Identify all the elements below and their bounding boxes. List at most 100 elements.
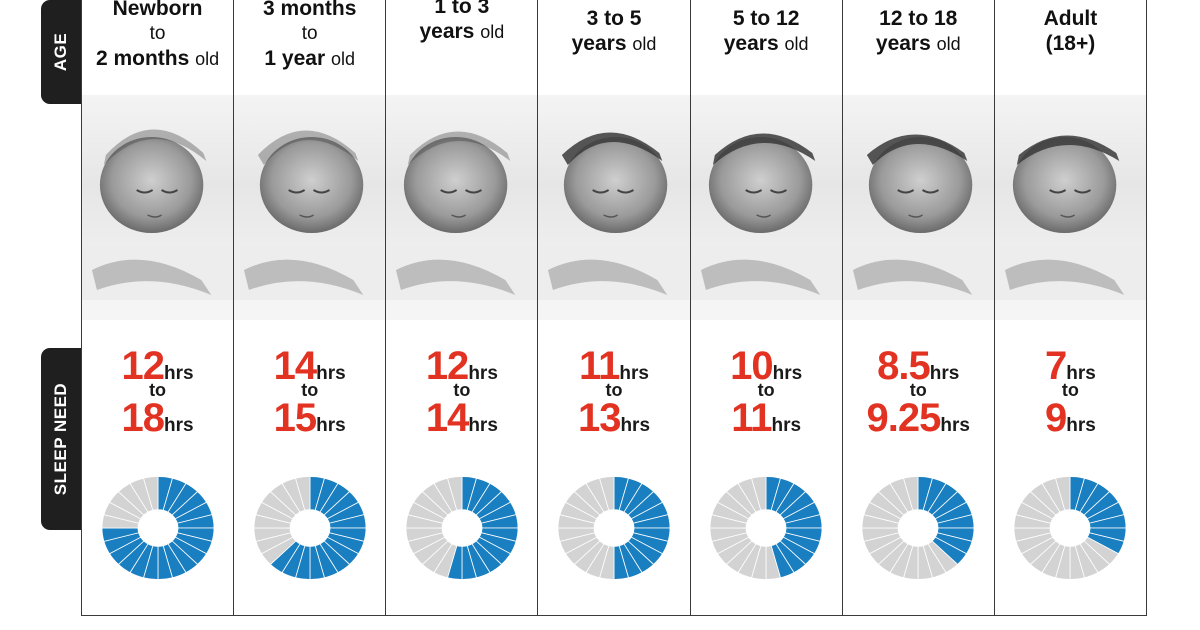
age-line-3-small: old [195, 49, 220, 69]
age-column: Newborn to 2 months old [82, 0, 235, 615]
age-column: 1 to 3 years old [386, 0, 539, 615]
age-line-3-small: old [936, 34, 961, 54]
age-label: AGE [51, 32, 70, 72]
sleep-max-value: 9 [1045, 396, 1067, 440]
sleep-max-unit: hrs [316, 415, 346, 436]
sleep-donut-chart [405, 476, 519, 580]
sleep-min-unit: hrs [772, 363, 803, 384]
donut-segment-empty [446, 476, 463, 511]
sleep-min-value: 10 [730, 344, 773, 388]
age-column: 12 to 18 years old [842, 0, 995, 615]
sleep-need-label-tab: SLEEP NEED [41, 348, 81, 530]
donut-segment-empty [751, 476, 767, 511]
age-line-3-main: years [419, 20, 475, 43]
age-line-1: 5 to 12 [732, 7, 800, 30]
age-line-1: 12 to 18 [879, 7, 958, 30]
donut-segment-empty [1055, 476, 1071, 511]
sleep-max-row: 9.25hrs [843, 398, 994, 438]
age-line-1: Newborn [112, 0, 203, 20]
sleep-max-row: 9hrs [995, 398, 1146, 438]
sleep-max-unit: hrs [468, 415, 498, 436]
sleep-max-unit: hrs [620, 415, 651, 436]
sleeping-person-photo [82, 95, 234, 320]
age-line-2: to [149, 23, 166, 44]
sleep-min-row: 14hrs [234, 346, 385, 386]
sleep-min-row: 11hrs [538, 346, 689, 386]
sleep-min-unit: hrs [929, 363, 960, 384]
sleeping-person-photo [538, 95, 690, 320]
age-line-3-main: years [723, 32, 779, 55]
sleep-to-label: to [301, 380, 319, 400]
sleep-min-value: 7 [1045, 344, 1067, 388]
sleeping-person-illustration [82, 129, 234, 320]
sleep-min-value: 8.5 [877, 344, 931, 388]
age-line-3-small: old [330, 49, 356, 69]
age-range: 12 to 18 years old [843, 6, 994, 106]
sleep-need: 12hrs to 18hrs [82, 346, 233, 446]
sleep-donut-chart [557, 476, 671, 580]
sleep-min-unit: hrs [316, 363, 346, 384]
sleep-min-row: 8.5hrs [843, 346, 994, 386]
sleep-need: 7hrs to 9hrs [995, 346, 1146, 446]
age-range: 1 to 3 years old [386, 0, 537, 94]
age-line-3: years old [691, 31, 842, 57]
sleep-min-value: 11 [579, 344, 620, 388]
sleep-need: 12hrs to 14hrs [386, 346, 537, 446]
sleep-max-value: 9.25 [866, 396, 942, 440]
sleeping-person-illustration [538, 132, 690, 320]
age-range: 3 months to 1 year old [234, 0, 385, 96]
sleep-min-unit: hrs [164, 363, 194, 384]
sleep-to-label: to [149, 380, 167, 400]
age-range: Newborn to 2 months old [82, 0, 233, 96]
sleep-need: 14hrs to 15hrs [234, 346, 385, 446]
age-range: Adult (18+) [995, 6, 1146, 106]
sleep-donut-chart [1014, 476, 1127, 580]
donut-segment-empty [294, 476, 311, 511]
sleeping-person-illustration [994, 135, 1146, 320]
sleep-need: 11hrs to 13hrs [538, 346, 689, 446]
age-column: 3 months to 1 year old [234, 0, 387, 615]
age-line-3-main: 2 months [95, 47, 190, 70]
donut-segment-empty [142, 476, 158, 511]
age-column: 5 to 12 years old [690, 0, 843, 615]
sleep-max-unit: hrs [940, 415, 970, 436]
sleep-max-unit: hrs [1066, 415, 1096, 436]
age-line-3-small: old [784, 34, 809, 54]
sleep-to-label: to [453, 380, 471, 400]
sleep-max-row: 14hrs [386, 398, 537, 438]
sleeping-person-photo [690, 95, 842, 320]
age-line-3-small: old [480, 22, 505, 42]
age-line-3: years old [538, 31, 689, 57]
sleep-min-value: 12 [425, 344, 469, 388]
donut-segment-empty [903, 476, 919, 511]
sleep-chart-grid: Newborn to 2 months old [81, 0, 1147, 616]
age-line-3-main: years [875, 32, 931, 55]
sleeping-person-illustration [386, 131, 538, 320]
sleep-max-unit: hrs [164, 415, 194, 436]
sleep-donut-chart [861, 476, 975, 580]
sleep-max-row: 18hrs [82, 398, 233, 438]
sleep-donut-chart [253, 476, 367, 580]
age-range: 5 to 12 years old [691, 6, 842, 106]
age-column: Adult (18+) [994, 0, 1147, 615]
sleep-min-value: 12 [121, 344, 165, 388]
sleep-donut-chart [101, 476, 214, 580]
donut-segment-empty [598, 476, 615, 511]
sleep-min-unit: hrs [1066, 363, 1096, 384]
sleep-min-row: 10hrs [691, 346, 842, 386]
sleeping-person-photo [842, 95, 994, 320]
sleep-to-label: to [1061, 380, 1079, 400]
sleeping-person-photo [994, 95, 1146, 320]
age-range: 3 to 5 years old [538, 6, 689, 106]
age-line-3: (18+) [995, 31, 1146, 57]
sleep-to-label: to [757, 380, 775, 400]
sleep-max-row: 13hrs [538, 398, 689, 438]
age-line-1: 1 to 3 [434, 0, 490, 18]
sleep-to-label: to [605, 380, 623, 400]
sleep-need: 8.5hrs to 9.25hrs [843, 346, 994, 446]
age-line-1: Adult [1043, 7, 1098, 30]
age-line-3-main: years [571, 32, 627, 55]
age-column: 3 to 5 years old [538, 0, 691, 615]
sleep-min-unit: hrs [468, 363, 498, 384]
sleep-to-label: to [909, 380, 927, 400]
